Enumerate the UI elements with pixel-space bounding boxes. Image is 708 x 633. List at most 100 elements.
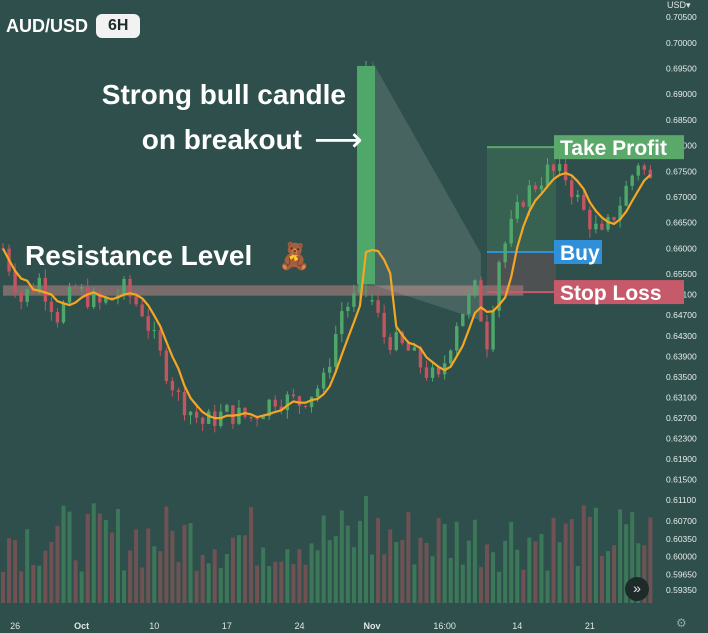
candle-body — [231, 405, 235, 424]
time-axis: 26 Oct 10 17 24 Nov 16:00 14 21 — [10, 621, 595, 631]
candle-body — [207, 411, 211, 424]
candle-body — [473, 280, 477, 295]
volume-bar — [557, 542, 562, 603]
volume-bar — [606, 551, 610, 603]
candle-body — [25, 289, 29, 302]
volume-bar — [424, 542, 429, 603]
candle-body — [79, 287, 84, 289]
candle-body — [612, 217, 616, 221]
candle-body — [594, 223, 598, 230]
candle-body — [67, 286, 72, 303]
candle-body — [92, 292, 96, 307]
candle-body — [13, 271, 17, 293]
candle-body — [128, 278, 132, 297]
candle-body — [152, 330, 156, 332]
volume-bar — [109, 532, 114, 603]
volume-bar — [61, 505, 66, 603]
y-tick-label: 0.70500 — [666, 12, 697, 22]
candle-body — [158, 330, 162, 351]
volume-bar — [243, 535, 247, 603]
volume-bar — [19, 571, 24, 603]
volume-bar — [279, 561, 284, 603]
volume-bar — [612, 545, 617, 603]
buy-label-text: Buy — [560, 242, 600, 265]
settings-gear-icon[interactable]: ⚙ — [676, 616, 687, 630]
volume-bar — [527, 537, 532, 603]
candle-body — [461, 313, 465, 327]
expand-chevron-icon[interactable]: » — [625, 577, 649, 601]
annotation-arrow-icon: ⟶ — [314, 120, 363, 160]
volume-bar — [509, 521, 514, 603]
y-tick-label: 0.63900 — [666, 351, 697, 361]
volume-bar — [7, 538, 12, 603]
candle-body — [467, 294, 471, 314]
candle-body — [551, 164, 556, 172]
volume-bar — [315, 550, 320, 603]
candle-body — [376, 300, 380, 313]
volume-bar — [73, 560, 78, 603]
candle-body — [31, 289, 35, 293]
candle-body — [497, 262, 501, 311]
candle-body — [582, 194, 586, 210]
volume-bar — [236, 535, 241, 603]
resistance-band-layer — [3, 285, 524, 296]
candle-body — [86, 287, 90, 307]
symbol-header: AUD/USD 6H — [6, 11, 141, 41]
candle-body — [73, 286, 78, 289]
volume-bar — [158, 551, 163, 603]
volume-bar — [364, 496, 368, 603]
volume-bar — [497, 571, 502, 603]
candle-body — [110, 297, 114, 299]
candle-body — [412, 347, 417, 351]
x-tick-label: 10 — [149, 621, 159, 631]
candle-body — [188, 411, 193, 416]
candle-body — [176, 390, 181, 392]
candle-body — [503, 243, 507, 263]
candle-body — [309, 396, 314, 408]
timeframe-button[interactable]: 6H — [96, 14, 141, 38]
volume-bar — [376, 518, 381, 603]
teddy-bear-icon: 🧸 — [278, 241, 310, 272]
volume-bar — [103, 520, 108, 603]
volume-panel — [1, 496, 653, 603]
volume-bar — [430, 556, 435, 603]
volume-bar — [176, 561, 181, 603]
candle-body — [321, 372, 326, 389]
candle-body — [485, 321, 489, 350]
candle-body — [570, 180, 574, 198]
volume-bar — [575, 566, 580, 603]
key-bull-candle — [357, 65, 375, 285]
candle-body — [285, 394, 290, 411]
volume-bar — [630, 512, 635, 603]
volume-bar — [297, 549, 302, 603]
y-tick-label: 0.67000 — [666, 192, 697, 202]
volume-bar — [460, 564, 465, 603]
candle-body — [618, 205, 622, 221]
candle-body — [576, 194, 580, 198]
volume-bar — [545, 570, 550, 603]
candle-body — [606, 217, 610, 230]
stop-loss-label-tag — [554, 280, 684, 305]
candle-body — [406, 343, 411, 351]
x-tick-label: 17 — [222, 621, 232, 631]
annotation-layer: Strong bull candle on breakout ⟶ Resistance… — [25, 79, 684, 305]
volume-bar — [327, 540, 332, 603]
symbol-name[interactable]: AUD/USD — [6, 15, 89, 36]
volume-bar — [303, 564, 308, 603]
candle-body — [49, 301, 54, 312]
volume-bar — [648, 517, 653, 603]
candle-body — [358, 283, 362, 294]
candle-body — [122, 278, 126, 296]
candle-body — [261, 416, 265, 420]
volume-bar — [170, 530, 175, 603]
y-tick-label: 0.63100 — [666, 392, 697, 402]
candle-body — [200, 417, 205, 424]
volume-bar — [370, 554, 375, 603]
candle-body — [225, 405, 229, 412]
y-tick-label: 0.61900 — [666, 454, 697, 464]
y-tick-label: 0.68500 — [666, 115, 697, 125]
currency-selector[interactable]: USD▾ — [667, 0, 691, 10]
y-tick-label: 0.69000 — [666, 89, 697, 99]
candle-body — [479, 280, 483, 322]
